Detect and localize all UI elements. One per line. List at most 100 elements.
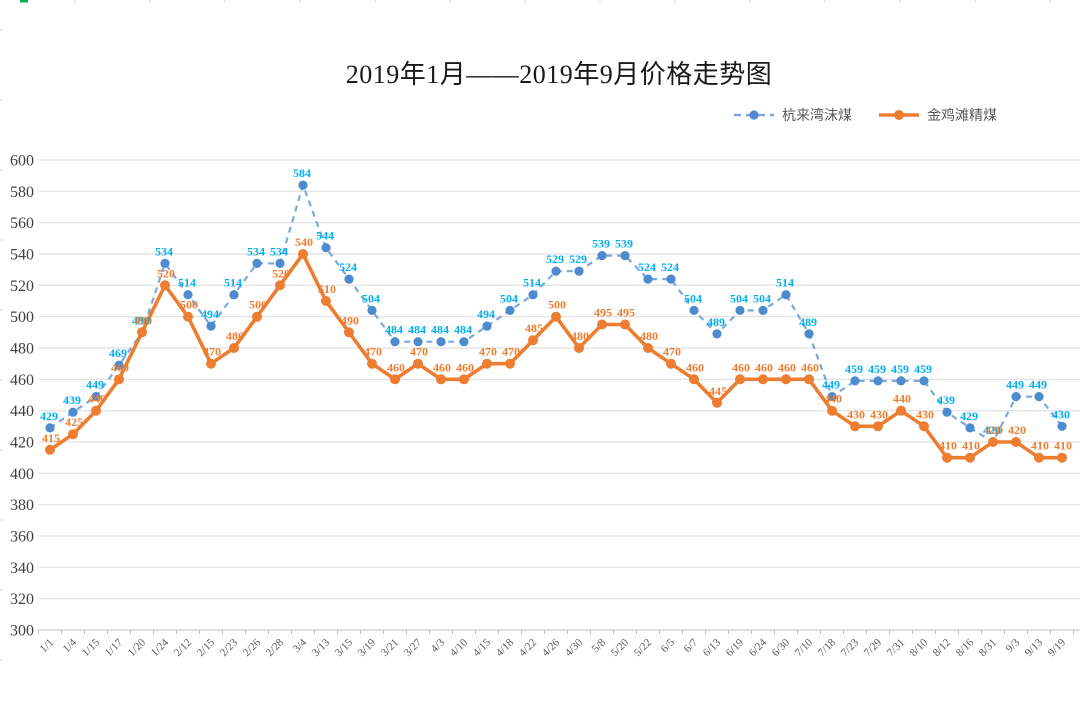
data-label-jinjitan: 500: [548, 298, 566, 312]
legend-marker-solid-line-icon: [879, 110, 919, 120]
data-label-jinjitan: 495: [594, 306, 612, 320]
data-label-hanglaiwan: 539: [592, 237, 610, 251]
y-axis-label: 360: [10, 529, 34, 546]
data-label-jinjitan: 415: [42, 431, 60, 445]
data-point-marker-hanglaiwan: [298, 180, 308, 190]
x-axis-label: 9/13: [1023, 636, 1046, 659]
y-axis-label: 520: [10, 278, 34, 295]
y-axis-label: 420: [10, 435, 34, 452]
data-label-jinjitan: 470: [663, 345, 681, 359]
data-point-marker-jinjitan: [275, 280, 285, 291]
data-label-jinjitan: 460: [456, 360, 474, 374]
x-axis-label: 2/12: [172, 637, 194, 659]
data-label-hanglaiwan: 504: [753, 291, 771, 305]
data-label-hanglaiwan: 489: [799, 315, 817, 329]
data-label-hanglaiwan: 534: [247, 244, 265, 258]
data-point-marker-jinjitan: [666, 358, 676, 369]
data-point-marker-jinjitan: [597, 319, 607, 330]
legend-label-jinjitan: 金鸡滩精煤: [927, 109, 997, 124]
data-point-marker-jinjitan: [896, 405, 906, 416]
data-label-hanglaiwan: 459: [914, 362, 932, 376]
y-axis-label: 480: [10, 341, 34, 358]
x-axis-label: 8/10: [908, 636, 931, 659]
data-point-marker-jinjitan: [804, 374, 814, 385]
data-point-marker-hanglaiwan: [1034, 392, 1044, 402]
x-axis-label: 5/22: [632, 637, 654, 659]
x-axis-label: 7/29: [862, 636, 885, 659]
data-point-marker-jinjitan: [298, 249, 308, 259]
data-point-marker-hanglaiwan: [758, 305, 768, 315]
x-axis-label: 8/31: [977, 637, 999, 659]
data-point-marker-hanglaiwan: [160, 258, 170, 268]
x-axis-label: 9/3: [1004, 636, 1023, 655]
data-label-jinjitan: 440: [824, 392, 842, 406]
chart-legend: 杭来湾沫煤 金鸡滩精煤: [733, 105, 997, 125]
y-axis-label: 300: [10, 623, 34, 640]
legend-item-hanglaiwan: 杭来湾沫煤: [733, 105, 852, 125]
data-label-jinjitan: 430: [847, 407, 865, 421]
data-point-marker-hanglaiwan: [965, 423, 975, 433]
y-axis-label: 440: [10, 403, 34, 420]
x-axis-label: 2/28: [264, 636, 287, 659]
x-axis-label: 3/15: [333, 636, 356, 659]
data-point-marker-hanglaiwan: [620, 251, 630, 261]
data-point-marker-jinjitan: [114, 374, 124, 385]
x-axis-label: 7/23: [839, 636, 862, 659]
data-label-jinjitan: 480: [571, 329, 589, 343]
series-line-jinjitan: [48, 252, 1064, 460]
data-label-hanglaiwan: 489: [707, 315, 725, 329]
data-label-hanglaiwan: 524: [339, 260, 357, 274]
data-label-jinjitan: 410: [1054, 439, 1072, 453]
data-label-jinjitan: 460: [732, 360, 750, 374]
data-point-marker-hanglaiwan: [1011, 392, 1021, 402]
data-label-hanglaiwan: 514: [776, 276, 794, 290]
data-point-marker-jinjitan: [413, 358, 423, 369]
data-point-marker-jinjitan: [45, 444, 55, 455]
x-axis-label: 2/26: [241, 636, 264, 659]
data-label-hanglaiwan: 529: [546, 252, 564, 266]
data-label-jinjitan: 410: [939, 439, 957, 453]
data-label-hanglaiwan: 449: [86, 378, 104, 392]
x-axis-label: 4/18: [494, 636, 517, 659]
data-point-marker-jinjitan: [919, 421, 929, 432]
data-point-marker-jinjitan: [321, 296, 331, 306]
data-point-marker-jinjitan: [735, 374, 745, 385]
y-axis-label: 560: [10, 215, 34, 232]
data-label-jinjitan: 470: [502, 345, 520, 359]
data-label-hanglaiwan: 514: [224, 276, 242, 290]
data-label-jinjitan: 490: [341, 313, 359, 327]
data-label-jinjitan: 460: [111, 360, 129, 374]
data-label-jinjitan: 430: [916, 407, 934, 421]
data-label-jinjitan: 460: [387, 360, 405, 374]
data-label-hanglaiwan: 524: [661, 260, 679, 274]
x-axis-label: 1/4: [61, 636, 80, 655]
data-point-marker-jinjitan: [988, 437, 998, 447]
data-label-hanglaiwan: 430: [1052, 407, 1070, 421]
x-axis-label: 4/30: [563, 636, 586, 659]
spreadsheet-edge-artifact: [20, 0, 28, 3]
x-axis-label: 1/1: [38, 637, 56, 655]
data-label-jinjitan: 420: [985, 423, 1003, 437]
data-point-marker-hanglaiwan: [390, 337, 400, 347]
x-axis-label: 1/17: [103, 636, 126, 659]
data-point-marker-jinjitan: [1034, 452, 1044, 463]
data-point-marker-hanglaiwan: [183, 290, 193, 300]
data-point-marker-hanglaiwan: [114, 360, 124, 370]
x-axis-label: 3/21: [379, 637, 401, 659]
data-point-marker-hanglaiwan: [252, 258, 262, 268]
data-label-jinjitan: 520: [157, 266, 175, 280]
data-point-marker-hanglaiwan: [413, 337, 423, 347]
data-point-marker-hanglaiwan: [482, 321, 492, 331]
y-axis-label: 540: [10, 247, 34, 264]
data-point-marker-hanglaiwan: [896, 376, 906, 386]
x-axis-label: 6/19: [724, 636, 747, 659]
data-point-marker-hanglaiwan: [735, 305, 745, 315]
data-label-jinjitan: 480: [226, 329, 244, 343]
data-point-marker-hanglaiwan: [781, 290, 791, 300]
data-point-marker-jinjitan: [781, 374, 791, 385]
data-point-marker-hanglaiwan: [275, 258, 285, 268]
data-point-marker-jinjitan: [620, 319, 630, 330]
data-point-marker-hanglaiwan: [459, 337, 469, 347]
